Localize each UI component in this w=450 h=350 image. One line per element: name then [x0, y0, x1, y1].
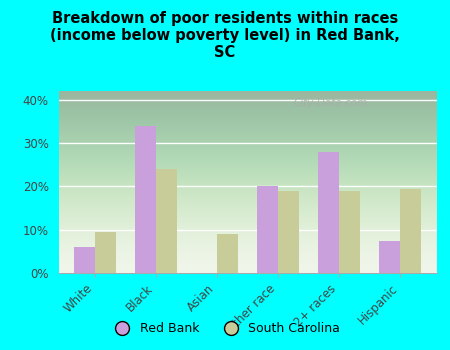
- Text: Breakdown of poor residents within races
(income below poverty level) in Red Ban: Breakdown of poor residents within races…: [50, 10, 400, 60]
- Bar: [318, 152, 339, 273]
- Bar: [256, 186, 278, 273]
- Bar: [217, 234, 239, 273]
- Bar: [74, 247, 95, 273]
- Bar: [378, 240, 400, 273]
- Bar: [156, 169, 177, 273]
- Bar: [135, 126, 156, 273]
- Bar: [400, 189, 421, 273]
- Bar: [339, 191, 360, 273]
- Legend: Red Bank, South Carolina: Red Bank, South Carolina: [105, 317, 345, 340]
- Bar: [278, 191, 299, 273]
- Text: City-Data.com: City-Data.com: [293, 98, 368, 108]
- Bar: [95, 232, 117, 273]
